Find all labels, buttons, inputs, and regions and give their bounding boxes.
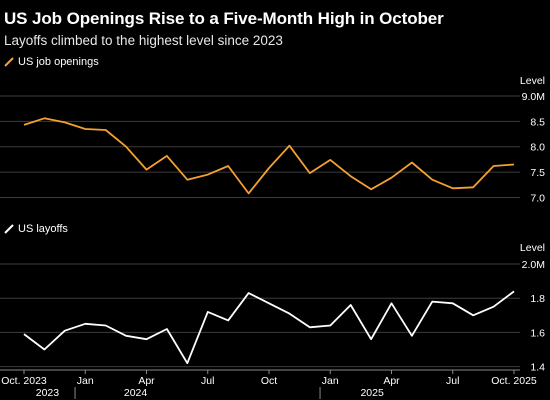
x-year-label: 2023 [36,387,60,399]
legend-swatch [4,224,14,234]
x-tick-label: Jul [446,375,459,387]
y-tick-label: 8.5 [530,116,545,128]
series-line [23,117,515,195]
x-tick-label: Jan [322,375,339,387]
legend-swatch [4,57,14,67]
x-tick-label: Jul [201,375,214,387]
legend-label: US layoffs [18,223,68,235]
x-year-label: 2025 [360,387,384,399]
y-tick-label: 1.4 [530,362,545,374]
x-tick-label: Apr [138,375,155,387]
y-tick-label: 7.0 [530,192,545,204]
job-openings-panel: 9.0M 8.5 8.0 7.5 7.0 Level US job openings [0,56,545,204]
y-tick-label: 2.0M [522,259,545,271]
legend-label: US job openings [18,56,99,68]
x-axis: Oct. 2023 Jan Apr Jul Oct Jan Apr Jul Oct. 2025 2… [0,369,537,399]
x-tick-label: Oct [261,375,277,387]
y-tick-label: 8.0 [530,142,545,154]
x-year-label: 2024 [124,387,148,399]
y-tick-label: 7.5 [530,167,545,179]
layoffs-panel: 2.0M 1.8 1.6 1.4 Level US layoffs [0,223,545,374]
x-tick-label: Jan [77,375,94,387]
y-axis-label: Level [520,242,545,254]
series-line [23,290,515,365]
y-axis-label: Level [520,75,545,87]
y-tick-label: 1.6 [530,327,545,339]
x-tick-label: Oct. 2023 [1,375,47,387]
y-tick-label: 9.0M [522,91,545,103]
x-tick-label: Oct. 2025 [491,375,537,387]
y-tick-label: 1.8 [530,293,545,305]
x-tick-label: Apr [383,375,400,387]
chart-title: US Job Openings Rise to a Five-Month Hig… [4,9,444,28]
chart-subtitle: Layoffs climbed to the highest level sin… [4,33,283,48]
